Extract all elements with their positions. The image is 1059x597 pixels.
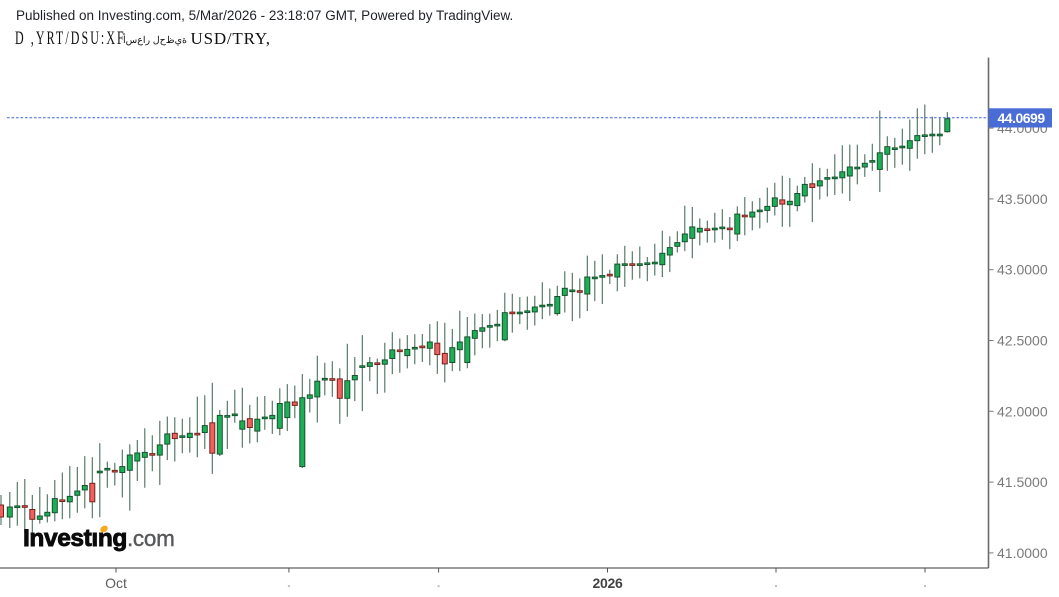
svg-text:2026: 2026 <box>593 575 623 591</box>
svg-text:Oct: Oct <box>105 575 127 591</box>
svg-text:42.5000: 42.5000 <box>997 333 1048 349</box>
svg-text:43.5000: 43.5000 <box>997 191 1048 207</box>
svg-text:41.5000: 41.5000 <box>997 474 1048 490</box>
svg-text:41.0000: 41.0000 <box>997 545 1048 561</box>
svg-text:42.0000: 42.0000 <box>997 403 1048 419</box>
svg-text:44.0699: 44.0699 <box>998 110 1046 126</box>
svg-text:43.0000: 43.0000 <box>997 262 1048 278</box>
